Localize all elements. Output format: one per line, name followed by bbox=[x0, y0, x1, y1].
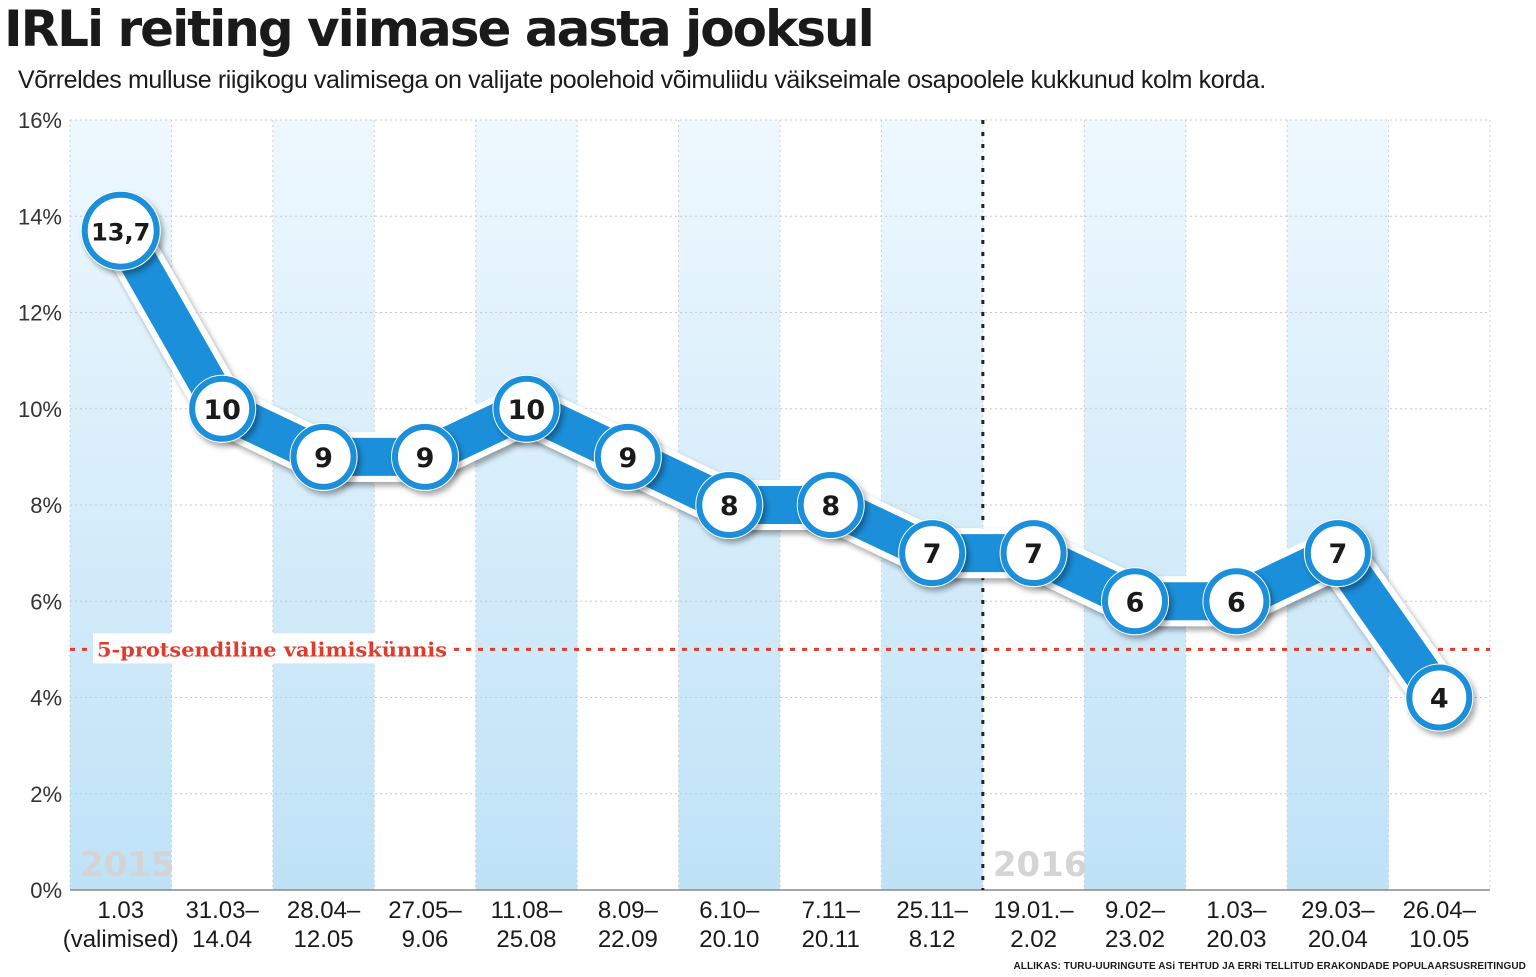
x-tick-label: 1.03 (valimised) bbox=[63, 897, 179, 953]
chart-subtitle: Võrreldes mulluse riigikogu valimisega o… bbox=[18, 66, 1266, 94]
x-tick-label: 29.03– 20.04 bbox=[1301, 897, 1375, 953]
x-tick-label: 9.02– 23.02 bbox=[1105, 897, 1166, 953]
y-tick-label: 4% bbox=[30, 686, 62, 711]
data-point bbox=[1304, 520, 1371, 587]
data-point bbox=[1406, 664, 1473, 731]
x-tick-label: 26.04– 10.05 bbox=[1403, 897, 1477, 953]
x-tick-label: 28.04– 12.05 bbox=[287, 897, 361, 953]
data-point bbox=[81, 191, 160, 270]
data-point bbox=[1102, 568, 1168, 635]
threshold-label: 5-protsendiline valimiskünnis bbox=[97, 637, 447, 661]
source-note: ALLIKAS: TURU-UURINGUTE ASi TEHTUD JA ER… bbox=[1013, 961, 1526, 972]
x-tick-label: 27.05– 9.06 bbox=[388, 897, 462, 953]
data-point bbox=[696, 472, 763, 538]
data-label: 13,7 bbox=[91, 219, 150, 247]
x-tick-label: 7.11– 20.11 bbox=[802, 897, 861, 953]
data-point bbox=[290, 423, 357, 490]
data-point bbox=[1203, 568, 1270, 635]
data-point bbox=[594, 423, 661, 490]
data-point bbox=[797, 472, 864, 538]
y-tick-label: 12% bbox=[18, 301, 62, 326]
data-label: 9 bbox=[618, 443, 637, 474]
data-label: 9 bbox=[314, 443, 333, 474]
y-tick-label: 6% bbox=[30, 589, 62, 614]
y-tick-label: 0% bbox=[30, 878, 62, 903]
data-point bbox=[392, 423, 458, 490]
chart-title: IRLi reiting viimase aasta jooksul bbox=[4, 0, 875, 58]
data-label: 10 bbox=[508, 395, 546, 426]
y-tick-label: 14% bbox=[18, 204, 62, 229]
data-label: 9 bbox=[416, 443, 435, 474]
data-label: 8 bbox=[821, 491, 840, 522]
data-label: 4 bbox=[1430, 684, 1449, 715]
x-tick-label: 6.10– 20.10 bbox=[699, 897, 760, 953]
data-label: 7 bbox=[923, 539, 942, 570]
x-tick-label: 11.08– 25.08 bbox=[491, 897, 563, 953]
data-point bbox=[189, 375, 256, 442]
data-label: 8 bbox=[720, 491, 739, 522]
data-point bbox=[899, 520, 966, 587]
x-tick-label: 25.11– 8.12 bbox=[896, 897, 968, 953]
x-tick-label: 8.09– 22.09 bbox=[598, 897, 659, 953]
y-tick-label: 16% bbox=[18, 108, 62, 133]
threshold-label-bg bbox=[93, 633, 451, 664]
data-point bbox=[493, 375, 560, 442]
shaded-column bbox=[272, 120, 375, 890]
data-label: 10 bbox=[203, 395, 241, 426]
y-tick-label: 2% bbox=[30, 782, 62, 807]
y-tick-label: 8% bbox=[30, 493, 62, 518]
year-label: 2015 bbox=[80, 845, 175, 885]
x-tick-label: 19.01.– 2.02 bbox=[994, 897, 1075, 953]
data-point bbox=[1000, 520, 1067, 587]
data-label: 7 bbox=[1328, 539, 1347, 570]
year-label: 2016 bbox=[993, 845, 1088, 885]
data-label: 6 bbox=[1126, 587, 1145, 618]
shaded-column bbox=[1287, 120, 1389, 890]
data-label: 7 bbox=[1024, 539, 1043, 570]
data-label: 6 bbox=[1227, 587, 1246, 618]
x-tick-label: 31.03– 14.04 bbox=[185, 897, 259, 953]
y-tick-label: 10% bbox=[18, 397, 62, 422]
x-tick-label: 1.03– 20.03 bbox=[1206, 897, 1267, 953]
